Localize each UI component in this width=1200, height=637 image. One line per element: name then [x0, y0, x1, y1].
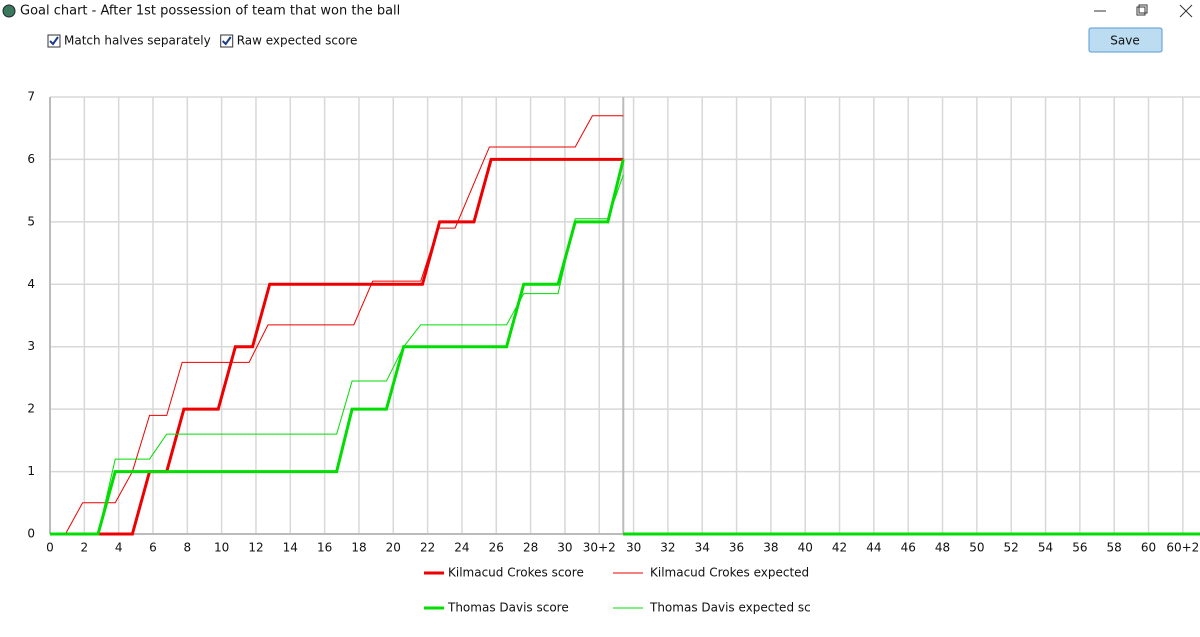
y-tick-label: 4: [27, 277, 35, 291]
y-tick-label: 0: [27, 527, 35, 541]
window-title: Goal chart - After 1st possession of tea…: [20, 4, 400, 19]
restore-button[interactable]: [1136, 6, 1146, 16]
legend-label: Thomas Davis expected sc: [649, 601, 811, 615]
x-tick-label: 0: [46, 541, 54, 555]
x-tick-label: 60: [1141, 541, 1156, 555]
series-line: [50, 174, 624, 535]
x-tick-label: 32: [660, 541, 675, 555]
x-tick-label: 22: [420, 541, 435, 555]
x-tick-label: 14: [283, 541, 298, 555]
save-label: Save: [1110, 34, 1139, 48]
checkmark: [221, 36, 232, 46]
checkmark: [49, 36, 59, 46]
x-tick-label: 46: [901, 541, 916, 555]
x-tick-label: 8: [183, 541, 191, 555]
x-tick-label: 30: [557, 541, 572, 555]
x-tick-label: 28: [523, 541, 538, 555]
x-tick-label: 30: [626, 541, 641, 555]
x-tick-label: 16: [317, 541, 332, 555]
x-tick-label: 26: [489, 541, 504, 555]
x-tick-label: 34: [695, 541, 710, 555]
x-tick-label: 38: [763, 541, 778, 555]
x-tick-label: 20: [386, 541, 401, 555]
x-tick-label: 36: [729, 541, 744, 555]
restore-button-back: [1138, 4, 1148, 14]
y-tick-label: 7: [27, 90, 35, 104]
legend-label: Kilmacud Crokes score: [448, 566, 584, 580]
close-button[interactable]: [1179, 4, 1193, 18]
x-tick-label: 18: [351, 541, 366, 555]
y-tick-label: 5: [27, 214, 35, 228]
y-tick-label: 1: [27, 464, 35, 478]
x-tick-label: 12: [248, 541, 263, 555]
x-tick-label: 56: [1072, 541, 1087, 555]
x-tick-label: 40: [798, 541, 813, 555]
legend-label: Thomas Davis score: [447, 601, 569, 615]
x-tick-label: 50: [969, 541, 984, 555]
x-tick-label: 10: [214, 541, 229, 555]
y-tick-label: 6: [27, 152, 35, 166]
x-tick-label: 30+2: [583, 541, 616, 555]
x-tick-label: 58: [1107, 541, 1122, 555]
x-tick-label: 42: [832, 541, 847, 555]
x-tick-label: 54: [1038, 541, 1053, 555]
x-tick-label: 52: [1004, 541, 1019, 555]
y-tick-label: 2: [27, 402, 35, 416]
checkbox-label: Match halves separately: [64, 34, 211, 48]
x-tick-label: 4: [115, 541, 123, 555]
x-tick-label: 60+2: [1166, 541, 1199, 555]
save-button[interactable]: [1088, 27, 1163, 53]
x-tick-label: 44: [866, 541, 881, 555]
x-tick-label: 6: [149, 541, 157, 555]
series-line: [50, 115, 624, 535]
app-icon: [2, 4, 16, 18]
checkbox-label: Raw expected score: [237, 34, 358, 48]
legend-label: Kilmacud Crokes expected: [650, 566, 809, 580]
y-tick-label: 3: [27, 339, 35, 353]
x-tick-label: 24: [454, 541, 469, 555]
x-tick-label: 48: [935, 541, 950, 555]
x-tick-label: 2: [81, 541, 89, 555]
